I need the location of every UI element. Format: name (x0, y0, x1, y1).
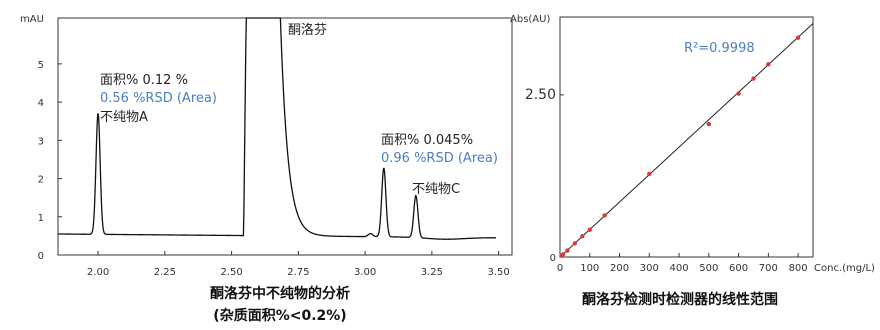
chromatogram-y-tick-label: 1 (38, 213, 44, 224)
calibration-point (565, 248, 570, 253)
impurity-b-rsd-label: 0.96 %RSD (Area) (381, 151, 498, 166)
chromatogram-x-tick-label: 3.50 (488, 267, 510, 278)
main-peak-label: 酮洛芬 (288, 23, 327, 38)
calibration-point (736, 91, 741, 96)
chromatogram-y-tick-label: 3 (38, 136, 44, 147)
impurity-b-area-label: 面积% 0.045% (381, 133, 473, 148)
calibration-point (766, 62, 771, 67)
calibration-point (795, 35, 801, 40)
calibration-fit-line (559, 23, 814, 258)
calibration-x-tick-label: 300 (640, 263, 659, 274)
impurity-c-label: 不纯物C (412, 182, 460, 197)
calibration-x-tick-label: 400 (670, 263, 689, 274)
chromatogram-caption-line2: (杂质面积%<0.2%) (213, 307, 346, 324)
calibration-x-tick-label: 200 (610, 263, 629, 274)
calibration-point (587, 227, 592, 232)
chromatogram-y-ticks: 0 1 2 3 4 5 (38, 60, 62, 262)
calibration-x-tick-label: 500 (699, 263, 718, 274)
chromatogram-trace (58, 17, 496, 240)
r-squared-label: R²=0.9998 (684, 41, 755, 56)
chromatogram-y-tick-label: 2 (38, 175, 44, 186)
chromatogram-x-tick-label: 3.25 (421, 267, 443, 278)
chromatogram-x-tick-label: 2.50 (220, 267, 242, 278)
chromatogram-y-tick-label: 0 (38, 251, 44, 262)
calibration-x-tick-label: 100 (580, 263, 599, 274)
chromatogram-y-tick-label: 5 (38, 60, 44, 71)
calibration-point (560, 252, 566, 257)
calibration-x-ticks: 0 100 200 300 400 500 600 700 800 (557, 253, 808, 274)
calibration-chart: Abs(AU) Conc.(mg/L) 02.50 0 100 200 300 400 5… (510, 14, 875, 308)
chromatogram-x-ticks: 2.00 2.25 2.50 2.75 3.00 3.25 3.50 (87, 251, 510, 278)
calibration-frame (559, 16, 814, 258)
chromatogram-x-tick-label: 2.25 (154, 267, 176, 278)
calibration-point (580, 234, 585, 239)
calibration-point (706, 121, 712, 127)
calibration-point (602, 213, 607, 218)
calibration-y-tick-label: 0 (550, 253, 556, 264)
calibration-point (647, 171, 652, 177)
calibration-y-ticks: 02.50 (525, 87, 564, 264)
calibration-x-tick-label: 0 (557, 263, 563, 274)
calibration-x-tick-label: 800 (789, 263, 808, 274)
calibration-point (572, 241, 578, 246)
calibration-caption: 酮洛芬检测时检测器的线性范围 (582, 291, 778, 308)
calibration-ylabel: Abs(AU) (510, 14, 550, 25)
calibration-x-tick-label: 700 (759, 263, 778, 274)
impurity-a-label: 不纯物A (100, 110, 148, 125)
chromatogram-x-tick-label: 2.75 (287, 267, 309, 278)
chromatogram-ylabel: mAU (20, 14, 44, 25)
calibration-y-tick-label: 2.50 (525, 87, 556, 103)
chromatogram-caption-line1: 酮洛芬中不纯物的分析 (210, 285, 350, 302)
chromatogram-x-tick-label: 2.00 (87, 267, 109, 278)
chromatogram-y-tick-label: 4 (38, 98, 44, 109)
chromatogram-x-tick-label: 3.00 (354, 267, 376, 278)
chromatogram-frame (57, 17, 513, 256)
calibration-points (559, 35, 801, 258)
calibration-x-tick-label: 600 (729, 263, 748, 274)
calibration-xlabel: Conc.(mg/L) (814, 263, 875, 274)
impurity-a-area-label: 面积% 0.12 % (100, 73, 188, 88)
calibration-point (751, 76, 756, 81)
impurity-a-rsd-label: 0.56 %RSD (Area) (100, 91, 217, 106)
